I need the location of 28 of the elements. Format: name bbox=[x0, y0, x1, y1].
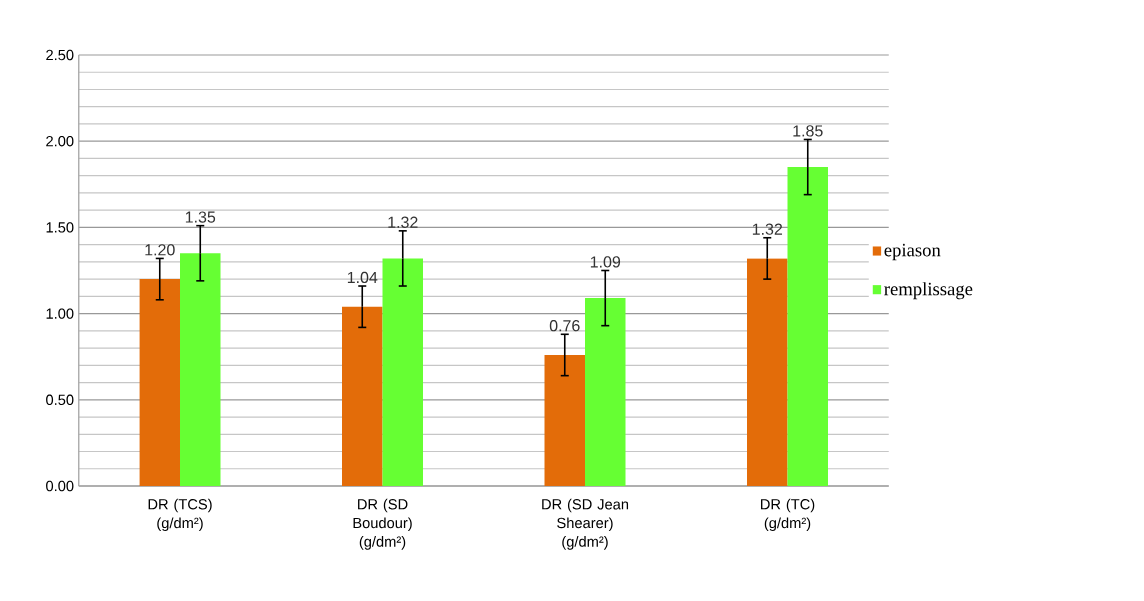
bar bbox=[180, 253, 221, 486]
legend-label: remplissage bbox=[884, 282, 973, 300]
y-tick-label: 2.00 bbox=[46, 136, 74, 147]
data-label: 1.20 bbox=[145, 244, 175, 256]
bar bbox=[585, 298, 626, 486]
y-tick-label: 0.00 bbox=[46, 480, 74, 492]
data-label: 0.76 bbox=[549, 320, 580, 332]
y-tick-label: 1.00 bbox=[46, 308, 74, 319]
bar bbox=[382, 258, 424, 486]
x-tick-label: DR (SD Boudour) (g/dm²) bbox=[353, 498, 412, 550]
bar bbox=[747, 258, 788, 486]
y-tick-label: 2.50 bbox=[46, 49, 74, 61]
x-tick-label: DR (SD Jean Shearer) (g/dm²) bbox=[542, 498, 629, 550]
bar bbox=[342, 306, 383, 486]
data-label: 1.04 bbox=[347, 271, 378, 284]
data-label: 1.32 bbox=[752, 223, 783, 235]
x-tick-label: DR (TC) (g/dm²) bbox=[761, 498, 815, 532]
x-tick-label: DR (TCS) (g/dm²) bbox=[148, 498, 212, 532]
data-label: 1.85 bbox=[793, 125, 823, 137]
legend-label: epiason bbox=[884, 243, 941, 261]
bar bbox=[544, 354, 586, 486]
y-tick-label: 0.50 bbox=[46, 394, 74, 405]
bar bbox=[139, 279, 181, 486]
data-label: 1.35 bbox=[185, 211, 216, 223]
bar bbox=[787, 167, 829, 486]
y-tick-label: 1.50 bbox=[46, 222, 74, 233]
data-label: 1.32 bbox=[388, 216, 418, 228]
data-label: 1.09 bbox=[590, 256, 621, 268]
